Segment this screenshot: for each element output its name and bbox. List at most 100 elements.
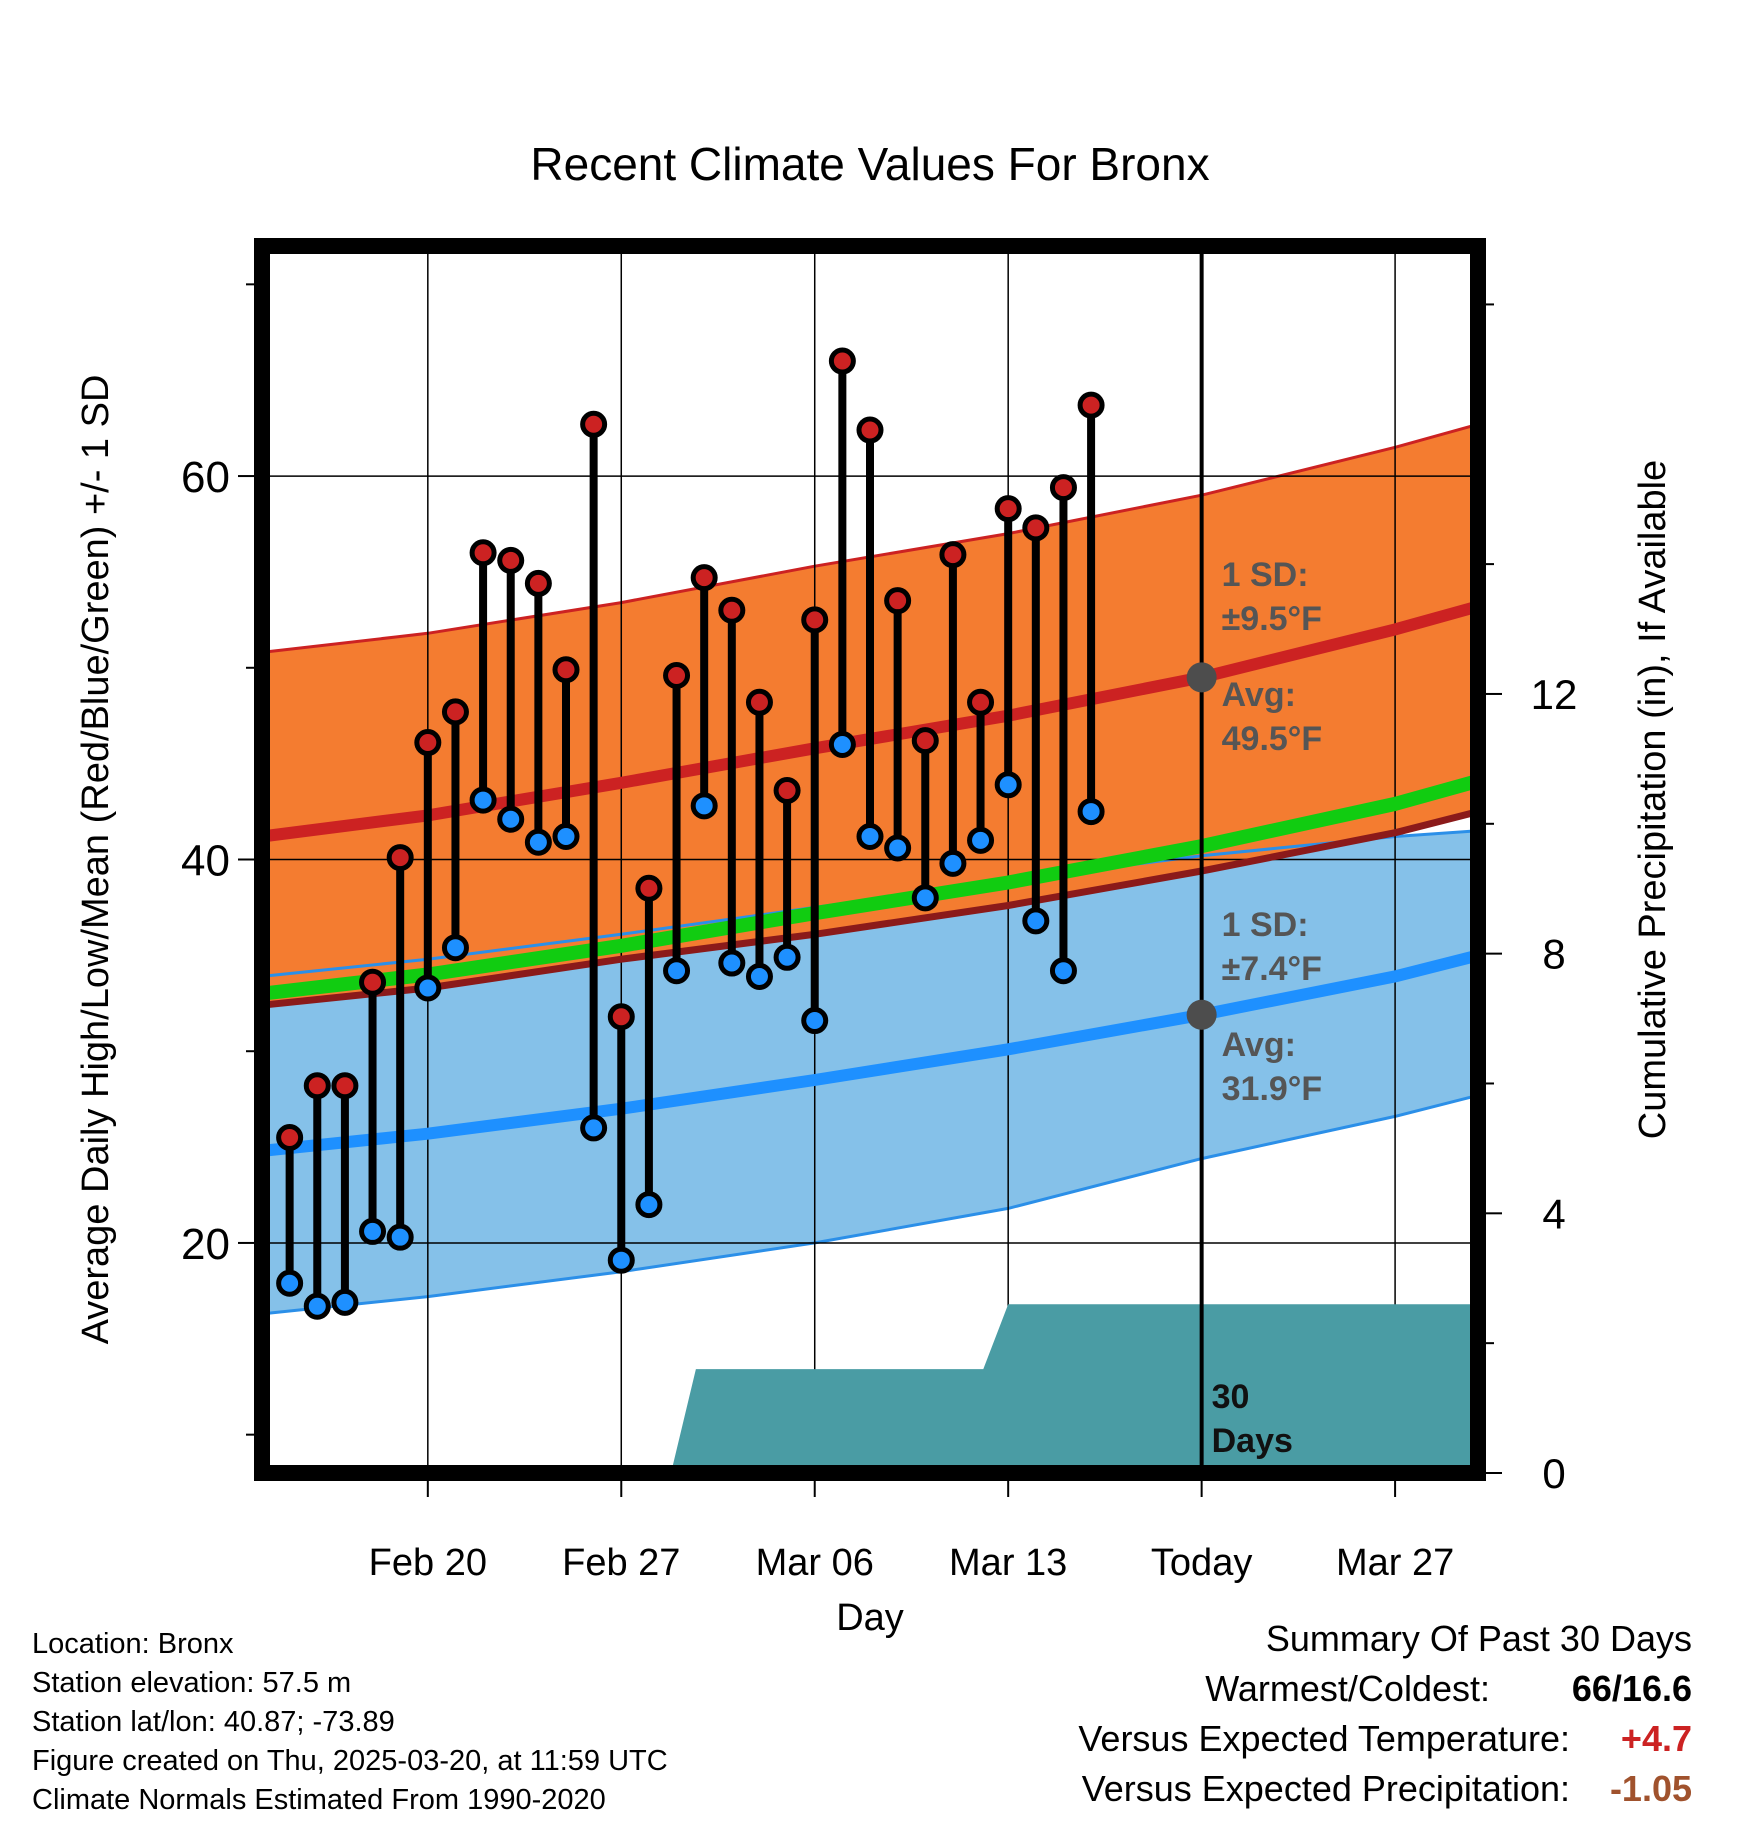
summary-warmest-label: Warmest/Coldest: <box>1205 1668 1490 1709</box>
low-sd-title: 1 SD: <box>1222 906 1309 944</box>
chart-title: Recent Climate Values For Bronx <box>530 138 1209 190</box>
daily-high-point <box>441 698 469 726</box>
daily-high-point <box>580 410 608 438</box>
precip-days-label: Days <box>1212 1422 1293 1460</box>
daily-low-point <box>1049 957 1077 985</box>
daily-high-point <box>663 661 691 689</box>
daily-low-point <box>745 962 773 990</box>
daily-low-point <box>801 1007 829 1035</box>
low-avg-title: Avg: <box>1222 1026 1296 1064</box>
x-axis-label: Day <box>836 1597 904 1639</box>
high-sd-title: 1 SD: <box>1222 556 1309 594</box>
daily-low-point <box>1077 798 1105 826</box>
daily-high-point <box>469 539 497 567</box>
y-right-tick-label: 0 <box>1542 1450 1565 1497</box>
daily-low-point <box>967 826 995 854</box>
daily-high-point <box>856 416 884 444</box>
daily-high-point <box>635 874 663 902</box>
daily-low-point <box>386 1223 414 1251</box>
daily-high-point <box>386 844 414 872</box>
high-sd-value: ±9.5°F <box>1222 600 1322 638</box>
high-normal-line <box>261 600 1480 843</box>
daily-high-point <box>607 1003 635 1031</box>
daily-high-point <box>994 495 1022 523</box>
precip-days-number: 30 <box>1212 1378 1250 1416</box>
daily-high-point <box>303 1072 331 1100</box>
y-tick-label: 40 <box>181 837 230 886</box>
daily-low-point <box>911 884 939 912</box>
y-right-tick-label: 4 <box>1542 1190 1565 1237</box>
x-tick-label: Today <box>1151 1542 1252 1584</box>
summary-temp-label: Versus Expected Temperature: <box>1078 1718 1570 1759</box>
daily-low-point <box>414 974 442 1002</box>
y-right-axis-label: Cumulative Precipitation (in), If Availa… <box>1632 460 1674 1139</box>
daily-low-point <box>828 730 856 758</box>
daily-high-point <box>1049 474 1077 502</box>
daily-low-point <box>469 786 497 814</box>
daily-high-point <box>911 727 939 755</box>
summary-temp-value: +4.7 <box>1620 1718 1692 1759</box>
observations-layer <box>276 347 1217 1320</box>
daily-high-point <box>745 688 773 716</box>
precipitation-area <box>671 1304 1478 1473</box>
daily-high-point <box>718 596 746 624</box>
text-layer: Recent Climate Values For Bronx Feb 20 Feb… <box>75 138 1674 1639</box>
info-created: Figure created on Thu, 2025-03-20, at 11… <box>32 1745 668 1777</box>
y-tick-label: 60 <box>181 453 230 502</box>
y-tick-label: 20 <box>181 1220 230 1269</box>
x-tick-label: Mar 27 <box>1336 1542 1454 1584</box>
daily-low-point <box>331 1288 359 1316</box>
daily-high-point <box>276 1123 304 1151</box>
daily-high-point <box>939 541 967 569</box>
daily-low-point <box>994 771 1022 799</box>
high-avg-title: Avg: <box>1222 676 1296 714</box>
today-high-avg-marker <box>1186 662 1217 693</box>
daily-high-point <box>773 776 801 804</box>
daily-low-point <box>1022 907 1050 935</box>
high-lower-edge <box>261 808 1479 1009</box>
daily-high-point <box>690 564 718 592</box>
info-location: Location: Bronx <box>32 1628 234 1660</box>
daily-high-point <box>1077 391 1105 419</box>
frame-layer <box>238 238 1502 1497</box>
y-right-tick-label: 8 <box>1542 931 1565 978</box>
daily-low-point <box>635 1191 663 1219</box>
daily-low-point <box>276 1269 304 1297</box>
daily-low-point <box>580 1114 608 1142</box>
daily-low-point <box>359 1217 387 1245</box>
info-normals: Climate Normals Estimated From 1990-2020 <box>32 1784 606 1816</box>
low-avg-value: 31.9°F <box>1222 1070 1323 1108</box>
summary-precip-value: -1.05 <box>1609 1768 1692 1809</box>
normal-lines-layer <box>261 600 1480 1157</box>
daily-high-point <box>331 1072 359 1100</box>
daily-high-point <box>1022 514 1050 542</box>
low-sd-value: ±7.4°F <box>1222 950 1322 988</box>
low-normal-line <box>261 949 1480 1157</box>
info-latlon: Station lat/lon: 40.87; -73.89 <box>32 1706 395 1738</box>
x-tick-label: Mar 13 <box>949 1542 1067 1584</box>
daily-low-point <box>718 949 746 977</box>
daily-low-point <box>690 792 718 820</box>
low-lower-edge <box>261 1093 1479 1316</box>
daily-high-point <box>801 606 829 634</box>
daily-low-point <box>884 834 912 862</box>
daily-high-point <box>497 546 525 574</box>
precipitation-layer <box>671 246 1478 1473</box>
daily-high-point <box>359 968 387 996</box>
daily-low-point <box>303 1292 331 1320</box>
daily-high-point <box>967 688 995 716</box>
today-low-avg-marker <box>1186 999 1217 1030</box>
daily-high-point <box>524 569 552 597</box>
x-tick-label: Feb 20 <box>369 1542 487 1584</box>
daily-low-point <box>441 934 469 962</box>
y-axis-label: Average Daily High/Low/Mean (Red/Blue/Gr… <box>75 375 117 1345</box>
daily-low-point <box>497 805 525 833</box>
daily-high-point <box>552 656 580 684</box>
summary-warmest-value: 66/16.6 <box>1571 1668 1692 1709</box>
high-upper-edge <box>261 422 1479 654</box>
y-right-tick-label: 12 <box>1531 671 1578 718</box>
summary-precip-label: Versus Expected Precipitation: <box>1081 1768 1570 1809</box>
daily-high-point <box>884 587 912 615</box>
summary-title: Summary Of Past 30 Days <box>1265 1618 1692 1659</box>
